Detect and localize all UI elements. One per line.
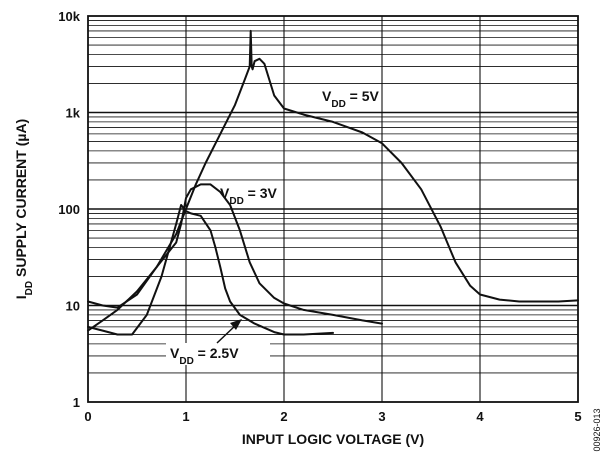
- annotation-vdd-5v: VDD = 5V: [322, 88, 380, 110]
- annotation-vdd-5v-main: V: [322, 88, 332, 104]
- annotation-2v5-arrowhead: [230, 319, 242, 330]
- y-axis-label: IDD SUPPLY CURRENT (µA): [13, 119, 35, 299]
- annotation-vdd-5v-sub: DD: [331, 99, 345, 110]
- x-tick-label: 4: [476, 409, 484, 424]
- y-axis-label-main: I: [13, 295, 29, 299]
- y-tick-label: 1: [73, 395, 80, 410]
- annotation-vdd-2v5: VDD = 2.5V: [170, 345, 239, 367]
- y-axis-label-rest: SUPPLY CURRENT (µA): [13, 119, 29, 281]
- x-tick-label: 3: [378, 409, 385, 424]
- y-tick-label: 1k: [66, 106, 81, 121]
- annotation-2v5-background: [166, 343, 270, 365]
- figure-id: 00926-013: [592, 408, 602, 451]
- y-tick-label: 10k: [58, 9, 80, 24]
- annotation-vdd-2v5-sub: DD: [179, 356, 193, 367]
- annotation-layer: VDD = 5V VDD = 3V VDD = 2.5V: [166, 88, 380, 367]
- annotation-vdd-3v-sub: DD: [229, 196, 243, 207]
- plot-frame: [87, 15, 579, 403]
- annotation-vdd-3v: VDD = 3V: [220, 185, 278, 207]
- y-axis-label-sub: DD: [24, 281, 35, 295]
- x-tick-label: 0: [84, 409, 91, 424]
- y-tick-label: 100: [58, 202, 80, 217]
- x-tick-label: 1: [182, 409, 189, 424]
- annotation-vdd-3v-main: V: [220, 185, 230, 201]
- annotation-vdd-3v-rest: = 3V: [244, 185, 278, 201]
- x-tick-label: 2: [280, 409, 287, 424]
- annotation-vdd-2v5-rest: = 2.5V: [194, 345, 239, 361]
- series-line-vdd-2v5: [87, 204, 334, 336]
- x-axis-label: INPUT LOGIC VOLTAGE (V): [242, 431, 424, 447]
- x-tick-label: 5: [574, 409, 581, 424]
- y-tick-label: 10: [66, 299, 80, 314]
- series-line-vdd-3v: [87, 183, 383, 325]
- annotation-vdd-2v5-main: V: [170, 345, 180, 361]
- series-line-vdd-5v: [87, 29, 579, 332]
- series-layer: [87, 29, 579, 336]
- annotation-vdd-5v-rest: = 5V: [346, 88, 380, 104]
- grid-layer: [88, 16, 578, 402]
